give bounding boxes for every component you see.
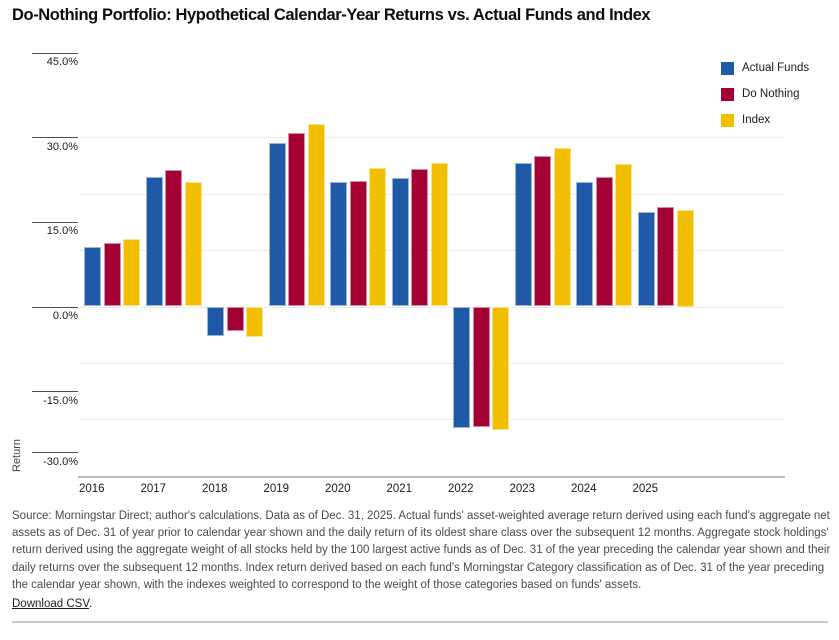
bar-index-2019 — [307, 124, 325, 307]
bar-actual-funds-2020 — [330, 181, 347, 307]
bar-index-2023 — [553, 148, 571, 307]
gridline — [80, 362, 783, 364]
bar-actual-funds-2021 — [391, 178, 409, 307]
x-tick-label: 2023 — [509, 483, 536, 495]
bar-index-2022 — [492, 306, 509, 431]
chart-title: Do-Nothing Portfolio: Hypothetical Calen… — [12, 6, 651, 24]
y-tick-label: -15.0% — [43, 394, 78, 407]
y-tick-label: 15.0% — [46, 225, 78, 238]
y-tick-line — [32, 137, 78, 139]
bar-actual-funds-2018 — [207, 306, 224, 336]
bar-index-2017 — [184, 182, 202, 307]
legend-label: Index — [742, 114, 771, 126]
bar-do-nothing-2016 — [103, 243, 121, 307]
bar-actual-funds-2024 — [576, 181, 593, 307]
gridline — [80, 419, 783, 421]
x-tick-label: 2016 — [79, 483, 105, 495]
x-tick-label: 2020 — [325, 483, 351, 495]
bar-do-nothing-2023 — [534, 155, 551, 307]
bar-do-nothing-2020 — [349, 181, 367, 307]
y-tick-line — [32, 452, 78, 453]
bar-index-2020 — [369, 167, 386, 307]
y-tick-line — [32, 52, 78, 54]
x-tick-label: 2021 — [386, 483, 413, 495]
x-axis-baseline — [78, 476, 785, 478]
y-tick-line — [32, 221, 78, 223]
y-tick-line — [32, 306, 78, 308]
y-tick-line — [32, 391, 78, 393]
x-tick-label: 2017 — [140, 483, 167, 495]
bottom-divider — [12, 621, 828, 623]
bar-actual-funds-2023 — [514, 163, 532, 307]
legend-label: Actual Funds — [742, 62, 810, 74]
legend-swatch-index-icon — [721, 113, 734, 127]
bar-actual-funds-2017 — [145, 176, 163, 307]
bar-index-2021 — [430, 163, 448, 307]
bar-actual-funds-2016 — [84, 247, 101, 307]
legend-item-actual-funds: Actual Funds — [721, 55, 809, 81]
bar-actual-funds-2025 — [637, 212, 655, 307]
legend-label: Do Nothing — [742, 88, 800, 100]
y-tick-label: -30.0% — [43, 455, 78, 468]
download-csv-link[interactable]: Download CSV — [12, 598, 89, 610]
bar-index-2025 — [676, 210, 694, 307]
bar-do-nothing-2021 — [411, 169, 428, 307]
bar-do-nothing-2022 — [472, 306, 490, 427]
bar-do-nothing-2018 — [226, 306, 244, 331]
y-tick-label: 30.0% — [46, 140, 78, 153]
x-tick-label: 2019 — [263, 483, 290, 495]
legend-item-index: Index — [721, 107, 809, 133]
gridline — [80, 306, 783, 308]
bar-do-nothing-2017 — [165, 169, 182, 307]
bar-index-2016 — [123, 239, 140, 307]
bar-index-2018 — [246, 306, 263, 337]
bar-actual-funds-2019 — [268, 143, 286, 307]
download-csv-period: . — [88, 598, 93, 610]
bar-do-nothing-2024 — [595, 176, 613, 307]
legend-swatch-actual-funds-icon — [721, 61, 734, 75]
source-note: Source: Morningstar Direct; author's cal… — [12, 510, 831, 591]
x-tick-label: 2024 — [571, 483, 597, 495]
bar-do-nothing-2025 — [657, 206, 674, 307]
legend-item-do-nothing: Do Nothing — [721, 81, 809, 107]
download-csv-line: Download CSV. — [12, 598, 92, 610]
legend: Actual Funds Do Nothing Index — [721, 55, 809, 133]
x-tick-label: 2018 — [202, 483, 228, 495]
y-tick-label: 0.0% — [52, 310, 78, 322]
gridline — [80, 137, 783, 139]
bar-actual-funds-2022 — [453, 306, 470, 429]
x-tick-label: 2025 — [632, 483, 659, 495]
y-axis-title: Return — [11, 438, 23, 472]
x-tick-label: 2022 — [448, 483, 474, 495]
bar-do-nothing-2019 — [288, 132, 305, 307]
legend-swatch-do-nothing-icon — [721, 87, 734, 101]
y-tick-label: 45.0% — [46, 56, 78, 68]
bar-index-2024 — [615, 164, 632, 307]
